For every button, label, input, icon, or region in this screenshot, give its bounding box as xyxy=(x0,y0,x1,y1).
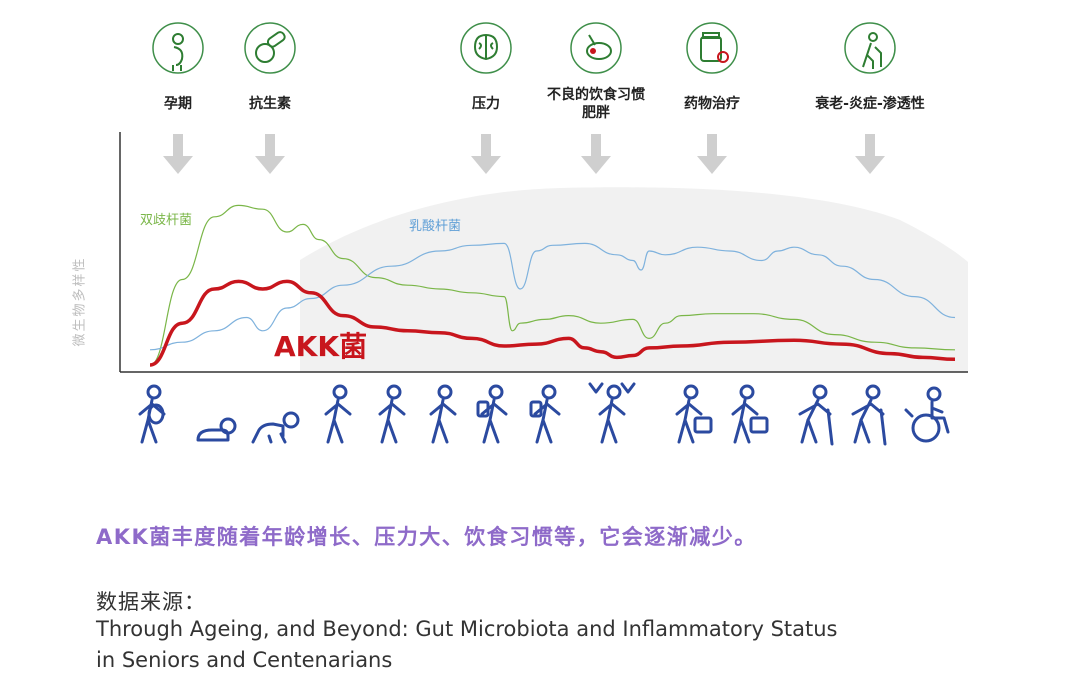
series-label-bifidobacterium: 双歧杆菌 xyxy=(140,213,193,228)
life-stage-child-running-icon xyxy=(378,384,406,444)
fast-food-icon xyxy=(570,22,622,74)
down-arrow-icon xyxy=(855,134,885,174)
y-axis-label: 微生物多样性 xyxy=(72,256,88,347)
series-lines xyxy=(149,204,956,367)
series-line-lactobacillus xyxy=(149,242,956,351)
life-stage-worker-briefcase-icon xyxy=(675,384,713,444)
life-stage-elder-cane-icon xyxy=(851,384,887,446)
antibiotics-pill-icon xyxy=(244,22,296,74)
source-line-1: Through Ageing, and Beyond: Gut Microbio… xyxy=(96,617,838,641)
series-label-lactobacillus: 乳酸杆菌 xyxy=(409,219,462,234)
factor-label: 抗生素 xyxy=(249,96,291,112)
life-stage-teen-backpack-icon xyxy=(529,384,561,444)
life-stage-party-celebration-icon xyxy=(588,382,636,444)
brain-icon xyxy=(460,22,512,74)
pregnancy-icon xyxy=(152,22,204,74)
life-stage-crawling-baby-icon xyxy=(251,411,300,444)
factor-label: 不良的饮食习惯 肥胖 xyxy=(547,87,645,121)
caption: AKK菌丰度随着年龄增长、压力大、饮食习惯等，它会逐渐减少。 xyxy=(96,525,757,549)
life-stage-adult-shopping-icon xyxy=(731,384,769,444)
medicine-bottle-icon xyxy=(686,22,738,74)
life-stage-toddler-icon xyxy=(324,384,352,444)
background-hill xyxy=(300,187,968,372)
down-arrow-icon xyxy=(163,134,193,174)
source-line-2: in Seniors and Centenarians xyxy=(96,648,393,672)
factor-label: 药物治疗 xyxy=(684,96,740,112)
life-stage-wheelchair-icon xyxy=(904,386,950,443)
down-arrow-icon xyxy=(255,134,285,174)
factor-label: 压力 xyxy=(472,96,500,112)
series-line-bifidobacterium xyxy=(149,204,956,366)
life-stage-pregnant-icon xyxy=(138,384,166,444)
life-stage-infant-icon xyxy=(196,417,237,442)
factor-label: 衰老-炎症-渗透性 xyxy=(815,96,925,112)
life-stage-elder-walking-icon xyxy=(798,384,834,446)
down-arrow-icon xyxy=(471,134,501,174)
down-arrow-icon xyxy=(697,134,727,174)
source-heading: 数据来源： xyxy=(96,590,206,614)
down-arrow-icon xyxy=(581,134,611,174)
life-stage-student-backpack-icon xyxy=(476,384,508,444)
life-stage-child-walking-icon xyxy=(429,384,457,444)
series-line-akk xyxy=(149,279,956,367)
factor-label: 孕期 xyxy=(164,96,192,112)
series-label-akk: AKK菌 xyxy=(274,330,368,363)
elderly-person-icon xyxy=(844,22,896,74)
